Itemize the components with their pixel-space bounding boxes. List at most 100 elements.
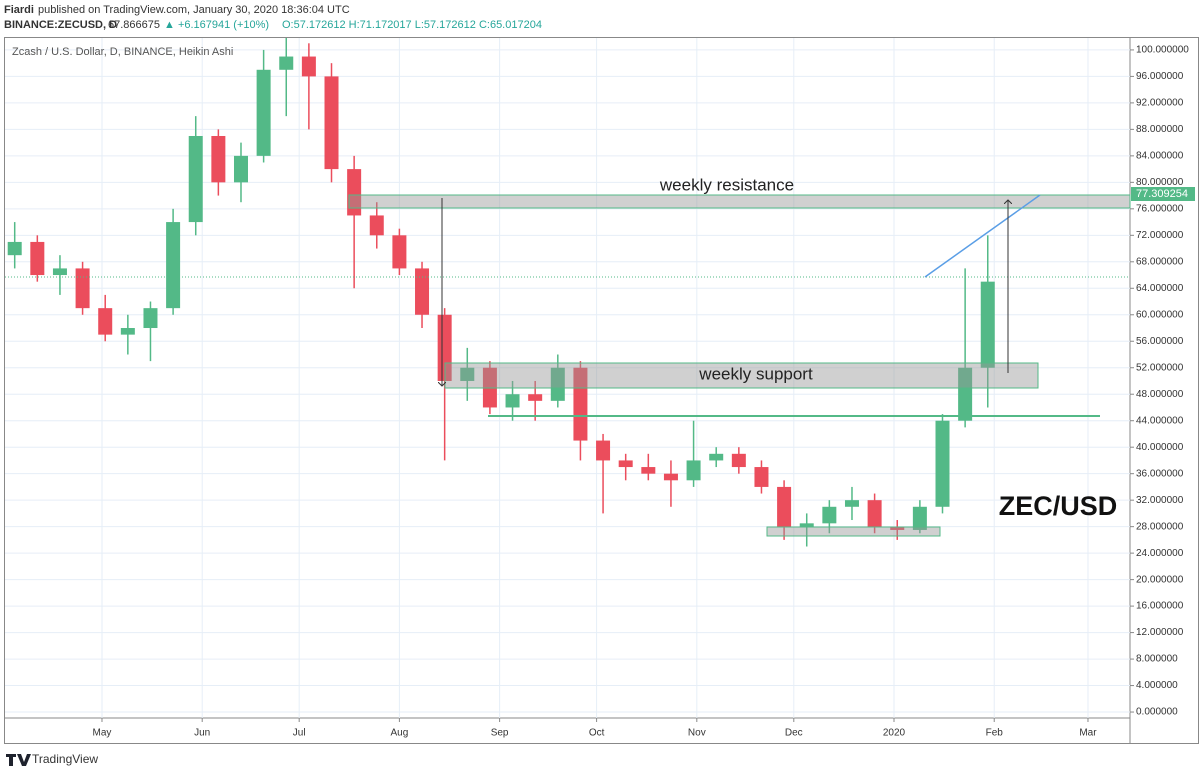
x-tick-label: Oct bbox=[589, 728, 605, 739]
y-tick-label: 44.000000 bbox=[1136, 415, 1184, 426]
y-tick-label: 76.000000 bbox=[1136, 203, 1184, 214]
y-tick-label: 56.000000 bbox=[1136, 336, 1184, 347]
candle-body bbox=[7, 241, 22, 256]
x-tick-label: 2020 bbox=[883, 728, 906, 739]
candle-body bbox=[392, 235, 407, 269]
footer: TradingView bbox=[6, 752, 98, 766]
x-tick-label: Jun bbox=[194, 728, 210, 739]
candle-body bbox=[415, 268, 430, 315]
y-tick-label: 4.000000 bbox=[1136, 680, 1178, 691]
y-tick-label: 16.000000 bbox=[1136, 601, 1184, 612]
y-tick-label: 96.000000 bbox=[1136, 71, 1184, 82]
candle-body bbox=[98, 308, 113, 335]
candle-body bbox=[663, 473, 678, 481]
axes: 0.000000 4.000000 8.000000 12.000000 16.0000… bbox=[93, 45, 1190, 739]
y-tick-label: 8.000000 bbox=[1136, 654, 1178, 665]
y-tick-label: 0.000000 bbox=[1136, 707, 1178, 718]
candle-body bbox=[301, 56, 316, 77]
x-tick-label: Aug bbox=[390, 728, 408, 739]
candle-body bbox=[52, 268, 67, 276]
candle-body bbox=[30, 241, 45, 276]
candle-body bbox=[188, 135, 203, 223]
y-tick-label: 80.000000 bbox=[1136, 177, 1184, 188]
candle-body bbox=[912, 506, 927, 530]
candle-body bbox=[120, 328, 135, 335]
y-tick-label: 12.000000 bbox=[1136, 627, 1184, 638]
candle-body bbox=[166, 222, 181, 309]
price: 67.866675 bbox=[108, 19, 160, 31]
chart-title: Zcash / U.S. Dollar, D, BINANCE, Heikin … bbox=[12, 46, 233, 58]
watermark: ZEC/USD bbox=[999, 491, 1118, 521]
candle-body bbox=[256, 69, 271, 156]
x-tick-label: Jul bbox=[293, 728, 306, 739]
y-tick-label: 20.000000 bbox=[1136, 574, 1184, 585]
candle-body bbox=[867, 500, 882, 527]
candle-body bbox=[844, 500, 859, 507]
logo bbox=[6, 754, 31, 766]
ohlc: O:57.172612 H:71.172017 L:57.172612 C:65… bbox=[282, 19, 542, 31]
candle-body bbox=[279, 56, 294, 70]
candle-body bbox=[550, 367, 565, 401]
support-zone bbox=[444, 362, 1039, 389]
price-tag-label: 77.309254 bbox=[1136, 188, 1188, 200]
candle-body bbox=[573, 367, 588, 441]
y-tick-label: 100.000000 bbox=[1136, 45, 1189, 56]
candle-body bbox=[890, 526, 905, 530]
candle-body bbox=[528, 394, 543, 401]
candle-body bbox=[935, 420, 950, 507]
y-tick-label: 40.000000 bbox=[1136, 442, 1184, 453]
x-tick-label: Feb bbox=[986, 728, 1004, 739]
candle-body bbox=[731, 453, 746, 468]
y-tick-label: 72.000000 bbox=[1136, 230, 1184, 241]
y-tick-label: 88.000000 bbox=[1136, 124, 1184, 135]
change: ▲ +6.167941 (+10%) bbox=[164, 19, 269, 31]
y-tick-label: 64.000000 bbox=[1136, 283, 1184, 294]
price-tag bbox=[1131, 187, 1195, 201]
candle-body bbox=[958, 367, 973, 421]
author: Fiardi bbox=[4, 4, 34, 16]
y-tick-label: 24.000000 bbox=[1136, 548, 1184, 559]
candles bbox=[7, 38, 995, 547]
x-tick-label: Mar bbox=[1079, 728, 1097, 739]
candle-body bbox=[596, 440, 611, 461]
candle-body bbox=[754, 467, 769, 487]
support-label: weekly support bbox=[698, 364, 813, 383]
candle-body bbox=[143, 308, 158, 329]
candle-body bbox=[505, 394, 520, 408]
y-tick-label: 68.000000 bbox=[1136, 256, 1184, 267]
y-tick-label: 84.000000 bbox=[1136, 150, 1184, 161]
brand: TradingView bbox=[32, 752, 98, 766]
published: published on TradingView.com, January 30… bbox=[38, 4, 350, 16]
candle-body bbox=[233, 155, 248, 183]
symbol: BINANCE:ZECUSD, D bbox=[4, 19, 117, 31]
candle-body bbox=[369, 215, 384, 236]
candle-body bbox=[641, 467, 656, 474]
resistance-label: weekly resistance bbox=[659, 175, 794, 194]
candle-body bbox=[709, 453, 724, 461]
candle-body bbox=[686, 460, 701, 481]
candle-body bbox=[347, 169, 362, 216]
candle-body bbox=[799, 523, 814, 527]
y-tick-label: 36.000000 bbox=[1136, 468, 1184, 479]
candle-body bbox=[437, 314, 452, 381]
x-tick-label: Nov bbox=[688, 728, 706, 739]
y-tick-label: 92.000000 bbox=[1136, 98, 1184, 109]
x-tick-label: Dec bbox=[785, 728, 803, 739]
x-tick-label: May bbox=[93, 728, 112, 739]
y-tick-label: 28.000000 bbox=[1136, 521, 1184, 532]
drawings: weekly resistance weekly support ZEC/USD… bbox=[5, 46, 1195, 537]
candle-body bbox=[777, 486, 792, 527]
candle-body bbox=[324, 76, 339, 170]
resistance-zone bbox=[348, 194, 1131, 209]
x-tick-label: Sep bbox=[491, 728, 509, 739]
y-tick-label: 32.000000 bbox=[1136, 495, 1184, 506]
trend-line bbox=[924, 194, 1041, 278]
candle-body bbox=[460, 367, 475, 381]
bottom-zone bbox=[766, 526, 941, 537]
candle-body bbox=[75, 268, 90, 309]
y-tick-label: 60.000000 bbox=[1136, 309, 1184, 320]
header: Fiardi published on TradingView.com, Jan… bbox=[4, 4, 542, 31]
frame bbox=[4, 37, 1199, 744]
y-tick-label: 48.000000 bbox=[1136, 389, 1184, 400]
